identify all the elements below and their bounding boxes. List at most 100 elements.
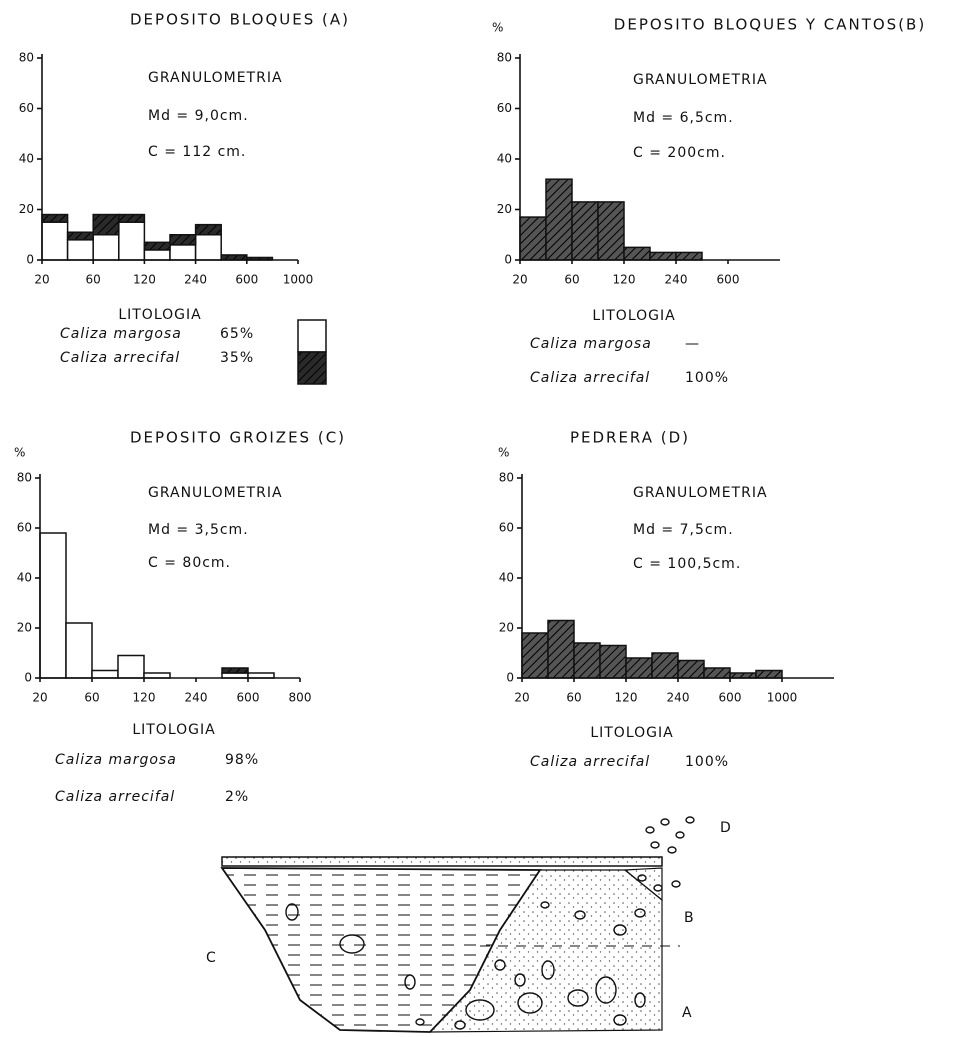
y-tick-label: 20 (497, 202, 512, 216)
bar (68, 232, 94, 240)
bar (42, 222, 68, 260)
annotation: GRANULOMETRIA (633, 485, 768, 501)
lithology-title: LITOLOGIA (132, 722, 215, 738)
bar (652, 653, 678, 678)
y-tick-label: 40 (19, 152, 34, 166)
lithology-name: Caliza arrecifal (55, 789, 175, 805)
y-tick-label: 20 (17, 621, 32, 635)
lithology-title: LITOLOGIA (118, 307, 201, 323)
lithology-name: Caliza margosa (55, 752, 177, 768)
bar (624, 247, 650, 260)
x-tick-label: 1000 (767, 691, 798, 705)
x-tick-label: 120 (613, 273, 636, 287)
chart-title: PEDRERA (D) (570, 429, 690, 447)
lithology-value: 98% (225, 752, 259, 768)
y-tick-label: 40 (497, 152, 512, 166)
x-tick-label: 600 (235, 273, 258, 287)
bar (118, 656, 144, 679)
x-tick-label: 20 (514, 691, 529, 705)
bar (704, 668, 730, 678)
cross-section (222, 817, 694, 1032)
annotation: Md = 6,5cm. (633, 110, 734, 126)
bar (93, 215, 119, 235)
y-tick-label: 0 (504, 253, 512, 267)
bar (196, 235, 222, 260)
annotation: C = 80cm. (148, 555, 231, 571)
x-tick-label: 120 (615, 691, 638, 705)
bar (574, 643, 600, 678)
lithology-value: 100% (685, 754, 729, 770)
x-tick-label: 600 (717, 273, 740, 287)
lithology-value: 100% (685, 370, 729, 386)
bar (119, 222, 145, 260)
lithology-name: Caliza margosa (530, 336, 652, 352)
y-tick-label: 20 (19, 202, 34, 216)
annotation: Md = 3,5cm. (148, 522, 249, 538)
y-tick-label: 60 (17, 521, 32, 535)
bar (678, 661, 704, 679)
bar (196, 225, 222, 235)
annotation: GRANULOMETRIA (633, 72, 768, 88)
bar (600, 646, 626, 679)
x-tick-label: 20 (34, 273, 49, 287)
chart-title: DEPOSITO GROIZES (C) (130, 429, 346, 447)
y-tick-label: 0 (506, 671, 514, 685)
y-tick-label: 80 (19, 51, 34, 65)
x-tick-label: 600 (237, 691, 260, 705)
bar (598, 202, 624, 260)
lithology-value: — (685, 336, 700, 352)
bar (93, 235, 119, 260)
bar (546, 179, 572, 260)
page: {"chart_data": [ {"type": "bar", "title"… (0, 0, 958, 1037)
y-tick-label: 40 (499, 571, 514, 585)
bar (756, 671, 782, 679)
bar (170, 235, 196, 245)
surface (222, 857, 662, 866)
y-tick-label: 0 (26, 253, 34, 267)
lithology-name: Caliza margosa (60, 326, 182, 342)
lithology-value: 2% (225, 789, 249, 805)
x-tick-label: 60 (566, 691, 581, 705)
x-tick-label: 20 (32, 691, 47, 705)
y-tick-label: 20 (499, 621, 514, 635)
y-tick-label: 60 (499, 521, 514, 535)
bar (548, 621, 574, 679)
y-axis-label: % (492, 21, 503, 35)
y-tick-label: 0 (24, 671, 32, 685)
lithology-value: 65% (220, 326, 254, 342)
lithology-name: Caliza arrecifal (530, 754, 650, 770)
x-tick-label: 60 (86, 273, 101, 287)
y-tick-label: 60 (19, 101, 34, 115)
x-tick-label: 60 (564, 273, 579, 287)
legend-swatch (298, 320, 326, 352)
annotation: Md = 7,5cm. (633, 522, 734, 538)
annotation: C = 200cm. (633, 145, 726, 161)
y-tick-label: 80 (17, 471, 32, 485)
bar (170, 245, 196, 260)
bar (572, 202, 598, 260)
lithology-title: LITOLOGIA (592, 308, 675, 324)
x-tick-label: 240 (667, 691, 690, 705)
bar (676, 252, 702, 260)
bar (144, 250, 170, 260)
y-tick-label: 80 (499, 471, 514, 485)
x-tick-label: 600 (719, 691, 742, 705)
x-tick-label: 800 (289, 691, 312, 705)
x-tick-label: 120 (133, 273, 156, 287)
lithology-name: Caliza arrecifal (60, 350, 180, 366)
chart-title: DEPOSITO BLOQUES (A) (130, 11, 350, 29)
diagram-label: A (682, 1005, 693, 1021)
bar (66, 623, 92, 678)
y-tick-label: 80 (497, 51, 512, 65)
bar (222, 668, 248, 673)
lithology-value: 35% (220, 350, 254, 366)
y-tick-label: 60 (497, 101, 512, 115)
annotation: Md = 9,0cm. (148, 108, 249, 124)
x-tick-label: 20 (512, 273, 527, 287)
diagram-label: B (684, 910, 695, 926)
y-tick-label: 40 (17, 571, 32, 585)
annotation: GRANULOMETRIA (148, 70, 283, 86)
bar (68, 240, 94, 260)
diagram-label: C (206, 950, 217, 966)
bar (650, 252, 676, 260)
